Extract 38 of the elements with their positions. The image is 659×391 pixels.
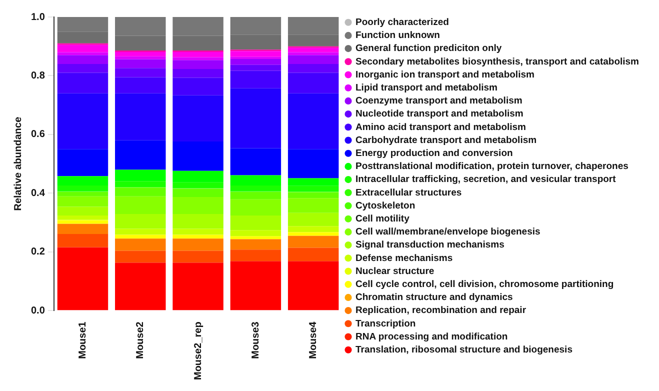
x-tick-label: Mouse3 (250, 321, 262, 359)
x-tick-label: Mouse1 (77, 321, 88, 359)
legend-label: Cell wall/membrane/envelope biogenesis (356, 226, 540, 238)
legend-label: Replication, recombination and repair (356, 305, 526, 316)
legend-label: Transcription (356, 318, 416, 330)
y-tick-label: 0.8 (30, 70, 46, 82)
y-tick-label: 0.6 (30, 129, 46, 140)
legend-label: Lipid transport and metabolism (356, 82, 498, 94)
y-tick-label: 0.0 (30, 305, 46, 316)
legend-label: Intracellular trafficking, secretion, and vesicular transport (356, 174, 617, 186)
legend-label: Defense mechanisms (356, 252, 453, 264)
legend-label: Secondary metabolites biosynthesis, transport and catabolism (356, 56, 640, 68)
y-axis-title: Relative abundance (12, 116, 24, 211)
legend-label: Posttranslational modification, protein turnover, chaperones (356, 161, 628, 172)
legend-label: Carbohydrate transport and metabolism (356, 134, 537, 146)
legend-label: Coenzyme transport and metabolism (356, 96, 522, 107)
legend-label: Poorly characterized (356, 16, 450, 28)
legend-label: Amino acid transport and metabolism (356, 122, 526, 133)
legend-label: Extracellular structures (356, 187, 462, 198)
legend-label: Nuclear structure (356, 266, 434, 277)
x-tick-label: Mouse2_rep (192, 322, 204, 380)
legend-label: Nucleotide transport and metabolism (356, 108, 524, 120)
x-tick-label: Mouse4 (308, 321, 320, 359)
y-tick-label: 0.4 (30, 188, 46, 199)
legend-label: Chromatin structure and dynamics (356, 292, 513, 304)
legend-label: Cell motility (356, 213, 410, 224)
x-tick-label: Mouse2 (135, 321, 146, 359)
y-tick-label: 1.0 (30, 12, 46, 23)
legend-label: Inorganic ion transport and metabolism (356, 69, 534, 80)
y-tick-label: 0.2 (30, 246, 46, 258)
legend-label: Translation, ribosomal structure and biogenesis (356, 344, 572, 356)
legend-label: Signal transduction mechanisms (356, 240, 504, 251)
legend-label: Function unknown (356, 30, 440, 42)
legend-label: Cytoskeleton (356, 200, 416, 212)
legend-label: General function prediciton only (356, 43, 502, 54)
legend-label: Energy production and conversion (356, 148, 513, 159)
legend-label: RNA processing and modification (356, 331, 508, 342)
legend-label: Cell cycle control, cell division, chromosome partitioning (356, 278, 614, 290)
